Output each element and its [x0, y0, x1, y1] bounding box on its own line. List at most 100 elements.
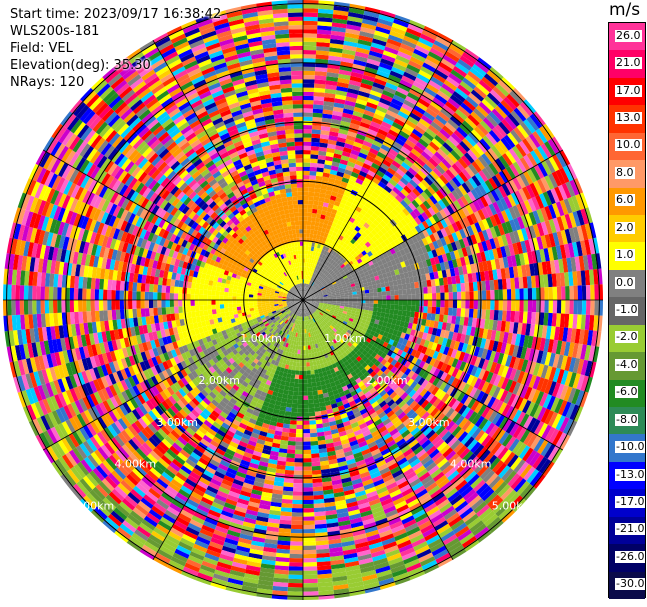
radar-gate-cell [311, 382, 317, 387]
radar-gate-cell [355, 361, 362, 368]
radar-gate-cell [326, 315, 331, 320]
radar-gate-cell [498, 506, 513, 520]
radar-gate-cell [406, 288, 412, 295]
radar-gate-cell [319, 244, 324, 250]
radar-gate-cell [439, 329, 446, 338]
radar-gate-cell [471, 317, 477, 328]
radar-gate-cell [314, 292, 319, 295]
radar-gate-cell [367, 343, 373, 349]
radar-gate-cell [358, 152, 368, 160]
radar-gate-cell [373, 34, 388, 43]
radar-gate-cell [324, 312, 329, 316]
radar-gate-cell [403, 272, 409, 279]
radar-gate-cell [459, 274, 465, 284]
radar-gate-cell [477, 309, 482, 319]
radar-gate-cell [334, 242, 340, 248]
radar-gate-cell [484, 491, 498, 505]
radar-gate-cell [335, 303, 341, 306]
radar-gate-cell [396, 330, 403, 338]
radar-gate-cell [394, 58, 409, 68]
radar-gate-cell [350, 171, 359, 179]
radar-gate-cell [500, 320, 506, 332]
radar-gate-cell [373, 188, 382, 196]
radar-gate-cell [503, 451, 516, 466]
radar-gate-cell [310, 225, 315, 230]
radar-gate-cell [512, 440, 524, 455]
radar-gate-cell [405, 170, 415, 180]
radar-gate-cell [346, 92, 358, 99]
radar-gate-cell [358, 358, 365, 365]
radar-gate-cell [334, 308, 340, 312]
radar-gate-cell [559, 385, 569, 400]
radar-gate-cell [403, 216, 411, 225]
radar-gate-cell [322, 245, 327, 251]
radar-gate-cell [367, 128, 378, 137]
radar-gate-cell [402, 383, 410, 392]
radar-gate-cell [507, 454, 519, 468]
radar-gate-cell [481, 309, 487, 320]
radar-gate-cell [497, 279, 503, 290]
radar-gate-cell [493, 310, 499, 321]
radar-gate-cell [435, 379, 444, 389]
radar-gate-cell [460, 308, 466, 317]
radar-gate-cell [515, 288, 520, 300]
radar-gate-cell [468, 456, 480, 468]
radar-gate-cell [427, 306, 432, 314]
radar-gate-cell [371, 326, 377, 333]
radar-gate-cell [318, 222, 324, 228]
radar-gate-cell [303, 420, 310, 425]
radar-gate-cell [305, 287, 307, 293]
radar-gate-cell [454, 187, 464, 198]
radar-gate-cell [450, 69, 465, 81]
radar-gate-cell [497, 185, 508, 198]
radar-gate-cell [424, 347, 432, 356]
radar-gate-cell [315, 377, 321, 383]
radar-gate-cell [441, 158, 452, 169]
radar-gate-cell [316, 33, 331, 39]
radar-gate-cell [375, 184, 384, 193]
radar-gate-cell [291, 365, 296, 371]
radar-gate-cell [536, 350, 544, 364]
radar-gate-cell [388, 380, 396, 389]
radar-gate-cell [417, 397, 426, 406]
radar-gate-cell [408, 412, 418, 421]
radar-gate-cell [289, 549, 303, 555]
radar-gate-cell [332, 218, 339, 224]
radar-gate-cell [498, 431, 510, 445]
radar-gate-cell [459, 80, 474, 93]
radar-gate-cell [474, 232, 482, 244]
radar-gate-cell [588, 345, 596, 362]
radar-gate-cell [361, 244, 368, 251]
radar-gate-cell [360, 264, 367, 270]
radar-gate-cell [392, 216, 401, 224]
radar-gate-cell [348, 297, 353, 300]
radar-gate-cell [540, 221, 549, 236]
radar-gate-cell [470, 146, 482, 159]
radar-gate-cell [451, 425, 462, 437]
radar-gate-cell [417, 261, 424, 269]
radar-gate-cell [559, 416, 570, 433]
radar-gate-cell [312, 277, 316, 282]
radar-gate-cell [414, 125, 426, 135]
radar-gate-cell [347, 287, 352, 291]
radar-gate-cell [556, 231, 564, 246]
radar-gate-cell [420, 411, 430, 421]
radar-gate-cell [552, 430, 563, 446]
radar-gate-cell [426, 445, 437, 456]
radar-gate-cell [443, 216, 452, 227]
radar-gate-cell [461, 300, 466, 309]
radar-gate-cell [290, 374, 296, 379]
radar-gate-cell [469, 300, 474, 309]
radar-gate-cell [451, 163, 462, 175]
radar-gate-cell [355, 331, 361, 337]
radar-gate-cell [408, 258, 414, 266]
radar-gate-cell [523, 466, 536, 481]
radar-gate-cell [510, 394, 520, 408]
radar-gate-cell [413, 383, 421, 392]
radar-gate-cell [588, 269, 595, 285]
radar-gate-cell [386, 38, 402, 48]
radar-gate-cell [447, 331, 454, 340]
radar-gate-cell [500, 246, 507, 258]
radar-gate-cell [468, 308, 474, 318]
radar-gate-cell [466, 264, 472, 274]
